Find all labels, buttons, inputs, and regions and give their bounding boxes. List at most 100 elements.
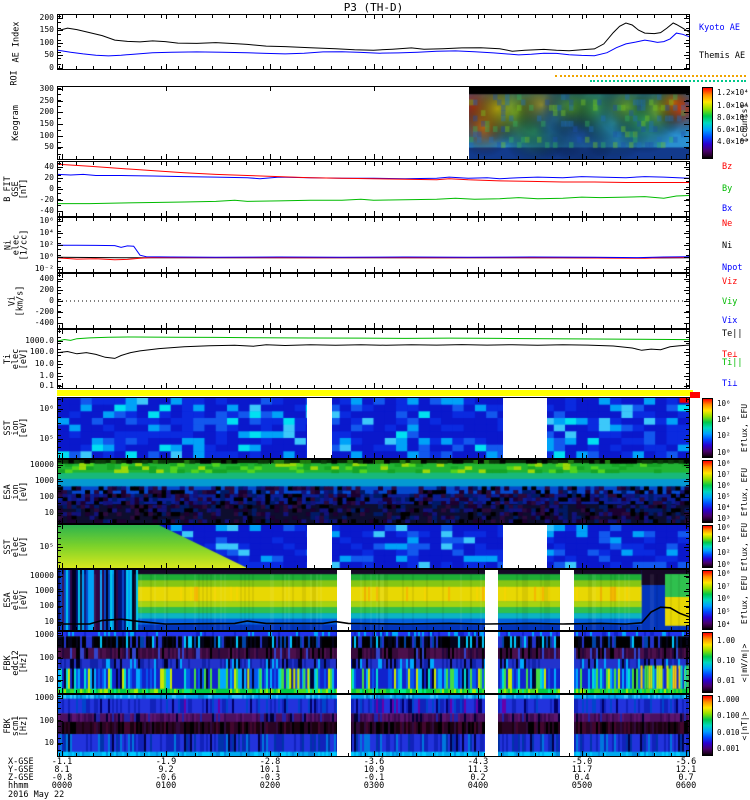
axis-value-label: -0.8	[51, 773, 73, 783]
axis-value-label: 0000	[51, 781, 73, 791]
x-tick-mark	[62, 87, 63, 91]
colorbar-unit-label: Eflux, EFU	[740, 467, 749, 516]
data-gap	[484, 570, 499, 630]
data-gap	[336, 632, 352, 693]
colorbar	[702, 525, 713, 568]
y-tick-label: 10⁰	[39, 251, 54, 261]
panel-ion-velocity: Vi [km/s] 400 200 0 -200 -400 Viz Viy Vix	[7, 273, 737, 329]
y-tick-label: -40	[39, 205, 54, 215]
x-tick-mark	[270, 695, 271, 699]
x-tick-mark	[374, 460, 375, 464]
x-tick-mark	[374, 87, 375, 91]
colorbar-unit-label: Eflux, EFU	[740, 575, 749, 625]
series-line-bx	[58, 173, 689, 180]
line-plot	[58, 22, 689, 57]
y-minor-ticks	[686, 633, 689, 692]
colorbar-tick-label: 10⁰	[717, 559, 731, 569]
axis-value-label: 0.4	[574, 773, 590, 783]
axis-value-label: -1.1	[51, 757, 73, 767]
axis-value-label: 11.3	[467, 765, 489, 775]
y-tick-label: 100	[39, 652, 54, 662]
axis-value-label: 0300	[363, 781, 385, 791]
y-tick-label: 1.0	[39, 370, 54, 380]
panel-b-fit-gse: B FIT GSE [nT] 40 20 0 -20 -40 Bz By Bx	[3, 161, 732, 217]
y-tick-label: -200	[34, 306, 54, 316]
x-tick-mark	[166, 570, 167, 574]
x-tick-mark	[166, 525, 167, 529]
colorbar-tick-label: 10⁶	[717, 399, 731, 408]
axis-value-label: -0.3	[259, 773, 281, 783]
axis-value-label: -0.1	[363, 773, 385, 783]
flag-bar	[57, 390, 693, 396]
panel-roi: ROI	[10, 70, 746, 86]
x-tick-mark	[374, 398, 375, 402]
legend-label: Viy	[722, 297, 738, 308]
legend-label: Ni	[722, 241, 733, 252]
x-tick-mark	[166, 398, 167, 402]
x-minor-ticks	[59, 156, 688, 159]
series-line-npot	[58, 244, 689, 259]
data-gap	[559, 695, 574, 756]
y-tick-label: 300	[39, 84, 54, 94]
x-tick-mark	[62, 525, 63, 529]
colorbar-tick-label: 0.10	[717, 656, 736, 666]
axis-value-label: -1.9	[155, 757, 177, 767]
series-line-te-	[58, 344, 689, 359]
colorbar-unit-label: Eflux, EFU	[740, 522, 749, 571]
y-tick-label: 0.1	[39, 381, 54, 391]
x-minor-ticks	[59, 330, 688, 333]
y-minor-ticks	[58, 88, 61, 158]
y-minor-ticks	[58, 16, 61, 68]
y-minor-ticks	[686, 696, 689, 755]
y-tick-label: 10²	[39, 240, 54, 249]
spectrogram-canvas	[58, 570, 689, 630]
colorbar-tick-label: 10⁵	[717, 491, 731, 501]
y-minor-ticks	[686, 461, 689, 522]
series-line-by	[58, 195, 689, 205]
axis-row-label: hhmm	[8, 781, 29, 791]
x-tick-mark	[166, 695, 167, 699]
axis-row-label: Y-GSE	[8, 765, 34, 775]
y-minor-ticks	[686, 219, 689, 271]
colorbar-tick-label: 10⁶	[717, 523, 731, 533]
y-tick-label: 200	[39, 285, 54, 295]
y-tick-label: 100	[39, 37, 54, 47]
y-tick-label: 100	[39, 491, 54, 501]
legend-label: Ti||	[722, 358, 743, 368]
axis-row-label: X-GSE	[8, 757, 34, 767]
data-gap	[307, 398, 333, 458]
y-minor-ticks	[686, 88, 689, 158]
x-tick-mark	[62, 632, 63, 636]
axis-value-label: 0500	[571, 781, 593, 791]
panel-fbk-efield: FBK edc12 [Hz] 1000 100 10 1.00 0.10 0.01 <|mV/…	[3, 631, 749, 694]
y-tick-label: -20	[39, 194, 54, 204]
x-tick-mark	[62, 695, 63, 699]
y-axis-title-text: AE Index	[11, 21, 22, 63]
colorbar-tick-label: 10²	[717, 547, 731, 557]
panel-fbk-bfield: FBK scm1 [Hz] 1000 100 10 1.000 0.100 0.010 0.0…	[3, 694, 749, 757]
colorbar-unit-label: [counts]	[740, 103, 749, 143]
y-tick-label: 1000	[34, 693, 54, 703]
axis-value-label: 11.7	[571, 765, 593, 775]
x-tick-mark	[582, 695, 583, 699]
colorbar-tick-label: 10⁴	[717, 535, 731, 545]
colorbar-tick-label: 10⁰	[717, 447, 731, 457]
y-tick-label: 150	[39, 119, 54, 129]
colorbar	[702, 460, 713, 523]
data-gap	[307, 525, 333, 568]
colorbar-tick-label: 1.0×10⁴	[717, 100, 749, 110]
x-minor-ticks	[59, 753, 688, 756]
x-tick-mark	[478, 460, 479, 464]
x-minor-ticks	[59, 455, 688, 458]
axis-date-label: 2016 May 22	[8, 790, 65, 800]
y-axis-title: ROI	[0, 70, 30, 86]
colorbar-tick-label: 10⁴	[717, 415, 731, 425]
x-tick-mark	[270, 460, 271, 464]
x-tick-mark	[270, 570, 271, 574]
y-axis-title: FBK edc12 [Hz]	[1, 632, 31, 693]
data-gap	[336, 570, 352, 630]
y-axis-title-text: Keogram	[11, 105, 22, 141]
y-tick-label: 0	[49, 62, 54, 72]
x-minor-ticks	[59, 385, 688, 388]
series-line-ti-	[58, 336, 689, 342]
